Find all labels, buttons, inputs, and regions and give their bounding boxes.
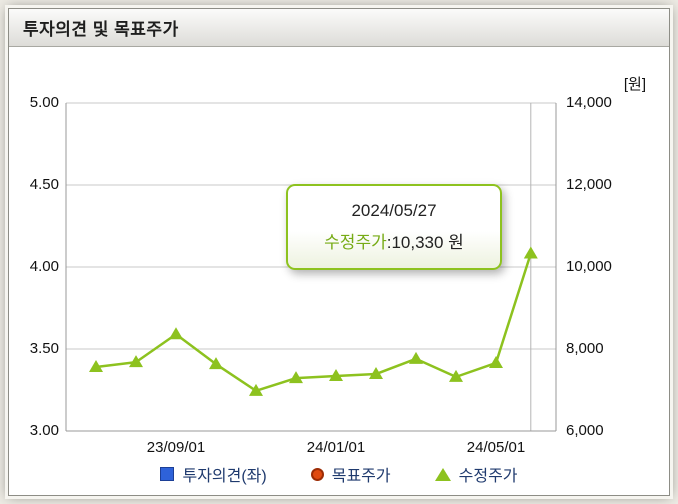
legend-item[interactable]: 목표주가: [310, 462, 391, 486]
data-point-marker[interactable]: [523, 246, 538, 259]
left-axis-tick-label: 3.50: [29, 340, 59, 357]
panel-title: 투자의견 및 목표주가: [23, 20, 179, 39]
tooltip-value: 수정주가:10,330 원: [324, 228, 464, 253]
left-axis-tick-label: 4.00: [29, 258, 59, 275]
right-axis-tick-label: 14,000: [566, 94, 612, 111]
data-point-marker[interactable]: [209, 357, 223, 370]
data-point-marker[interactable]: [289, 371, 303, 384]
right-axis-tick-label: 8,000: [566, 340, 604, 357]
right-axis-tick-label: 10,000: [566, 258, 612, 275]
circle-marker-icon: [310, 467, 324, 481]
right-axis-tick-label: 12,000: [566, 176, 612, 193]
data-point-marker[interactable]: [129, 355, 143, 368]
legend-item-label: 투자의견(좌): [182, 468, 267, 485]
legend-item-label: 수정주가: [458, 468, 518, 485]
left-axis-tick-label: 4.50: [29, 176, 59, 193]
x-axis-tick-label: 23/09/01: [146, 439, 206, 456]
right-axis-tick-label: 6,000: [566, 422, 604, 439]
data-point-marker[interactable]: [449, 369, 463, 382]
data-point-marker[interactable]: [329, 369, 343, 382]
left-axis-tick-label: 3.00: [29, 422, 59, 439]
legend-item[interactable]: 투자의견(좌): [160, 462, 267, 486]
data-point-marker[interactable]: [489, 355, 503, 368]
x-axis-tick-label: 24/01/01: [306, 439, 366, 456]
tooltip-series-label: 수정주가: [324, 233, 387, 252]
right-axis-unit-label: [원]: [623, 76, 646, 93]
left-axis-tick-label: 5.00: [29, 94, 59, 111]
data-point-marker[interactable]: [369, 367, 383, 380]
tooltip-date: 2024/05/27: [351, 201, 437, 220]
data-point-marker[interactable]: [409, 351, 423, 364]
legend-item[interactable]: 수정주가: [434, 462, 518, 486]
data-point-marker[interactable]: [249, 383, 263, 396]
chart-area: [원] 3.00 3.50 4.00 4.50 5.00 6,000 8,000 10,00…: [9, 47, 669, 495]
data-point-tooltip: 2024/05/27 수정주가:10,330 원: [286, 184, 502, 270]
legend-item-label: 목표주가: [331, 468, 391, 485]
tooltip-value-text: :10,330 원: [386, 233, 464, 252]
panel-header: 투자의견 및 목표주가: [9, 9, 669, 47]
data-point-marker[interactable]: [89, 360, 103, 373]
chart-legend: 투자의견(좌) 목표주가 수정주가: [9, 461, 669, 487]
square-marker-icon: [160, 467, 175, 481]
chart-panel: 투자의견 및 목표주가 [원] 3.00 3.50 4.00 4.50 5.00 6,0…: [8, 8, 670, 496]
x-axis-tick-label: 24/05/01: [466, 439, 526, 456]
data-point-marker[interactable]: [169, 327, 183, 340]
triangle-marker-icon: [434, 467, 451, 481]
